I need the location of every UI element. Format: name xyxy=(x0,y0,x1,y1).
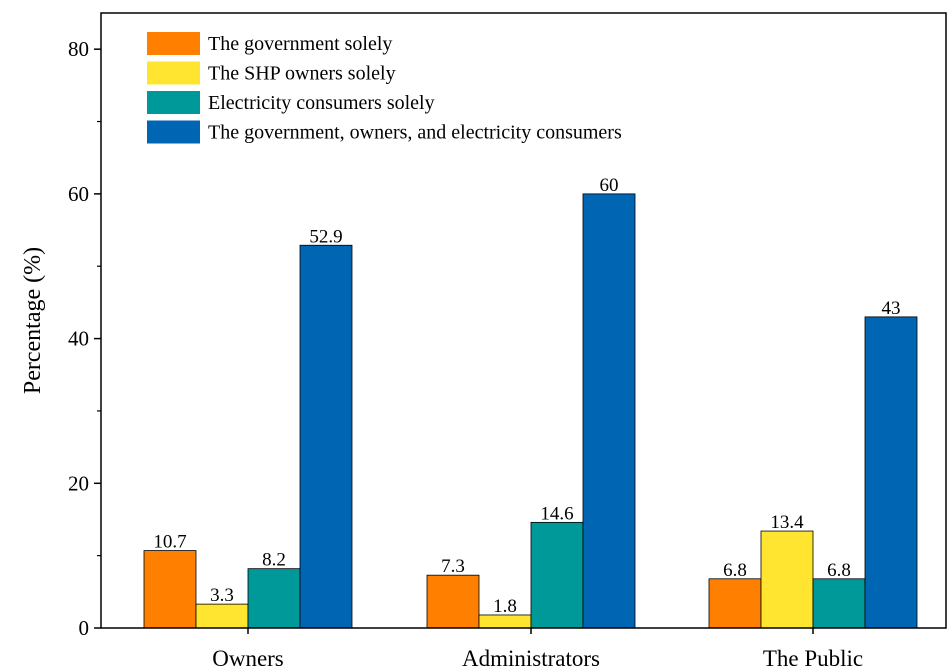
data-label-administrators-series-1: 7.3 xyxy=(441,556,465,577)
x-tick-label-owners: Owners xyxy=(212,646,284,671)
bar-owners-series-1 xyxy=(143,550,197,629)
legend-swatch-2 xyxy=(147,61,200,85)
data-label-administrators-series-3: 14.6 xyxy=(540,503,573,524)
legend-label-3: Electricity consumers solely xyxy=(208,92,435,114)
bar-the-public-series-1 xyxy=(708,578,762,629)
bar-owners-series-3 xyxy=(247,568,301,629)
x-tick-label-the-public: The Public xyxy=(763,646,863,671)
data-label-owners-series-1: 10.7 xyxy=(153,532,186,553)
data-label-the-public-series-2: 13.4 xyxy=(770,512,804,533)
data-labels-layer: 10.7 3.3 8.2 52.9 7.3 1.8 14.6 60 6.8 13.4 6.8 43 xyxy=(153,175,900,617)
y-tick-label: 80 xyxy=(68,37,89,61)
data-label-the-public-series-4: 43 xyxy=(882,298,901,319)
bar-owners-series-2 xyxy=(195,603,249,629)
legend-swatch-3 xyxy=(147,91,200,114)
legend-label-4: The government, owners, and electricity … xyxy=(208,122,622,144)
bar-administrators-series-3 xyxy=(530,521,584,629)
data-label-administrators-series-2: 1.8 xyxy=(493,596,517,617)
ticks-layer: 0 20 40 60 80 Owners Administrators The Public xyxy=(68,37,863,671)
plot-frame xyxy=(100,12,947,629)
legend: The government solely The SHP owners sole… xyxy=(147,32,622,144)
legend-label-2: The SHP owners solely xyxy=(208,63,396,85)
data-label-administrators-series-4: 60 xyxy=(600,175,619,196)
y-tick-label: 20 xyxy=(68,471,89,495)
bar-the-public-series-4 xyxy=(864,316,918,629)
data-label-owners-series-2: 3.3 xyxy=(210,585,234,606)
y-tick-label: 0 xyxy=(79,616,90,640)
bar-owners-series-4 xyxy=(299,244,353,629)
legend-label-1: The government solely xyxy=(208,33,392,55)
y-axis-title: Percentage (%) xyxy=(20,247,46,394)
data-label-owners-series-3: 8.2 xyxy=(262,550,286,571)
bars-layer xyxy=(143,193,918,629)
bar-the-public-series-3 xyxy=(812,578,866,629)
y-tick-label: 40 xyxy=(68,327,89,351)
legend-swatch-4 xyxy=(147,120,200,144)
y-tick-label: 60 xyxy=(68,182,89,206)
data-label-the-public-series-3: 6.8 xyxy=(827,560,851,581)
bar-administrators-series-1 xyxy=(426,574,480,629)
bar-the-public-series-2 xyxy=(760,530,814,629)
bar-administrators-series-4 xyxy=(582,193,636,629)
data-label-owners-series-4: 52.9 xyxy=(309,226,342,247)
data-label-the-public-series-1: 6.8 xyxy=(723,560,747,581)
x-tick-label-administrators: Administrators xyxy=(462,646,600,671)
legend-swatch-1 xyxy=(147,32,200,55)
